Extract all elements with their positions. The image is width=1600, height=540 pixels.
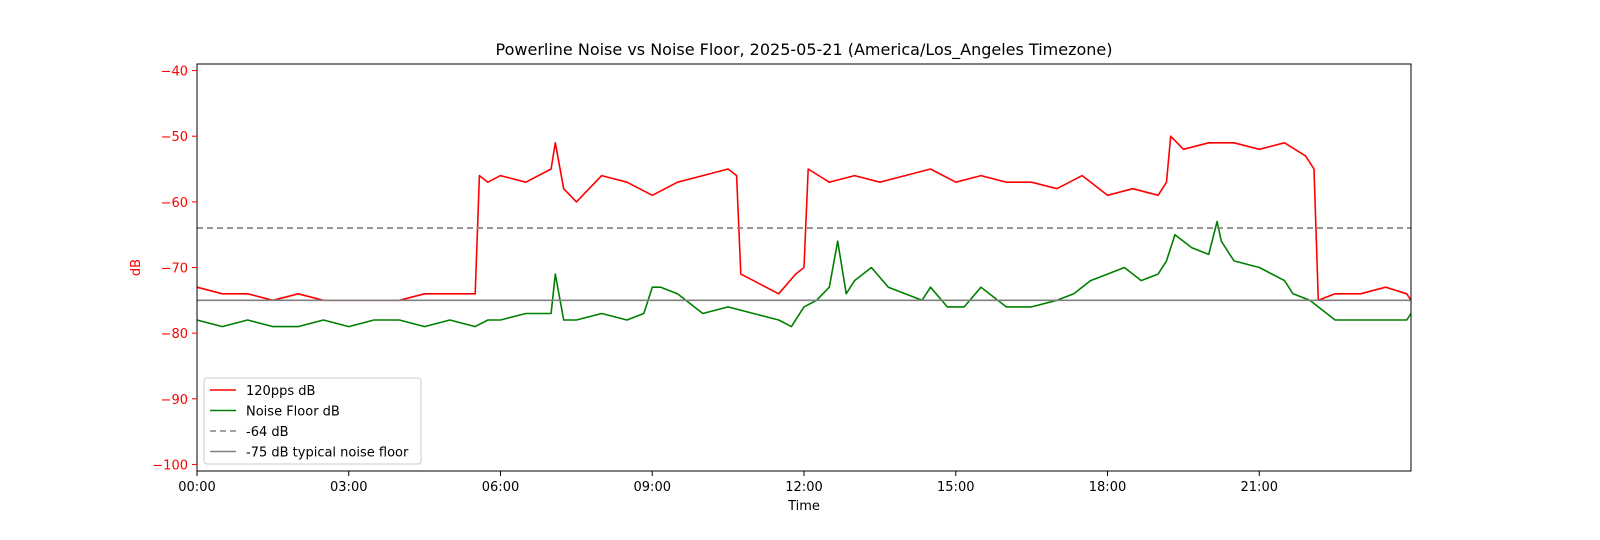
x-tick-label-5: 15:00 <box>937 480 974 495</box>
x-axis-ticks: 00:00 03:00 06:00 09:00 12:00 15:00 18:00 21:00 <box>178 471 1278 495</box>
x-tick-label-2: 06:00 <box>482 480 519 495</box>
x-tick-label-4: 12:00 <box>785 480 822 495</box>
x-tick-label-7: 21:00 <box>1241 480 1278 495</box>
x-axis-label: Time <box>787 499 820 514</box>
series-line-0 <box>196 135 1412 302</box>
y-tick-label-6: −100 <box>152 458 188 473</box>
x-tick-label-3: 09:00 <box>634 480 671 495</box>
plot-lines <box>196 135 1412 328</box>
legend-label-3: -75 dB typical noise floor <box>246 446 409 461</box>
y-tick-label-5: −90 <box>161 393 188 408</box>
legend-label-2: -64 dB <box>246 425 289 440</box>
legend-label-1: Noise Floor dB <box>246 405 340 420</box>
y-tick-label-0: −40 <box>161 65 188 80</box>
chart-title: Powerline Noise vs Noise Floor, 2025-05-… <box>496 40 1113 60</box>
x-tick-label-1: 03:00 <box>330 480 367 495</box>
y-tick-label-1: −50 <box>161 130 188 145</box>
series-line-1 <box>196 220 1412 328</box>
legend-box <box>203 377 422 465</box>
y-tick-label-2: −60 <box>161 196 188 211</box>
x-tick-label-0: 00:00 <box>178 480 215 495</box>
y-tick-label-3: −70 <box>161 262 188 277</box>
y-axis-label: dB <box>129 259 144 276</box>
y-axis-ticks: −40 −50 −60 −70 −80 −90 −100 <box>152 65 197 473</box>
legend: 120pps dB Noise Floor dB -64 dB -75 dB typi… <box>203 377 422 465</box>
legend-label-0: 120pps dB <box>246 384 315 399</box>
x-tick-label-6: 18:00 <box>1089 480 1126 495</box>
y-tick-label-4: −80 <box>161 327 188 342</box>
